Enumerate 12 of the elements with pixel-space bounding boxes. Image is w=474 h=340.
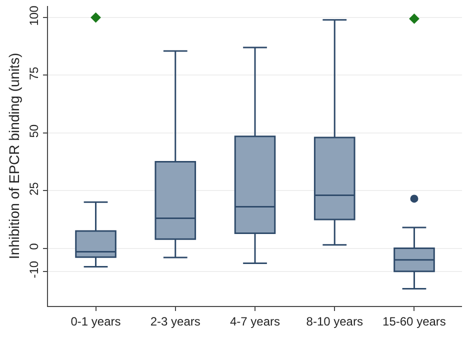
y-tick-label: 25 [27,182,42,196]
y-tick-label: 100 [27,5,42,26]
x-tick-label: 0-1 years [70,314,121,328]
x-tick-label: 4-7 years [230,314,280,328]
y-tick-label: 50 [27,124,42,138]
y-tick-label: 0 [27,242,42,250]
x-tick-label: 2-3 years [150,314,200,328]
y-tick-label: 75 [27,66,42,80]
x-tick-label: 15-60 years [382,314,446,328]
x-tick-label: 8-10 years [306,314,363,328]
y-tick-label: -10 [27,260,42,278]
y-axis-title: Inhibition of EPCR binding (units) [6,52,22,260]
